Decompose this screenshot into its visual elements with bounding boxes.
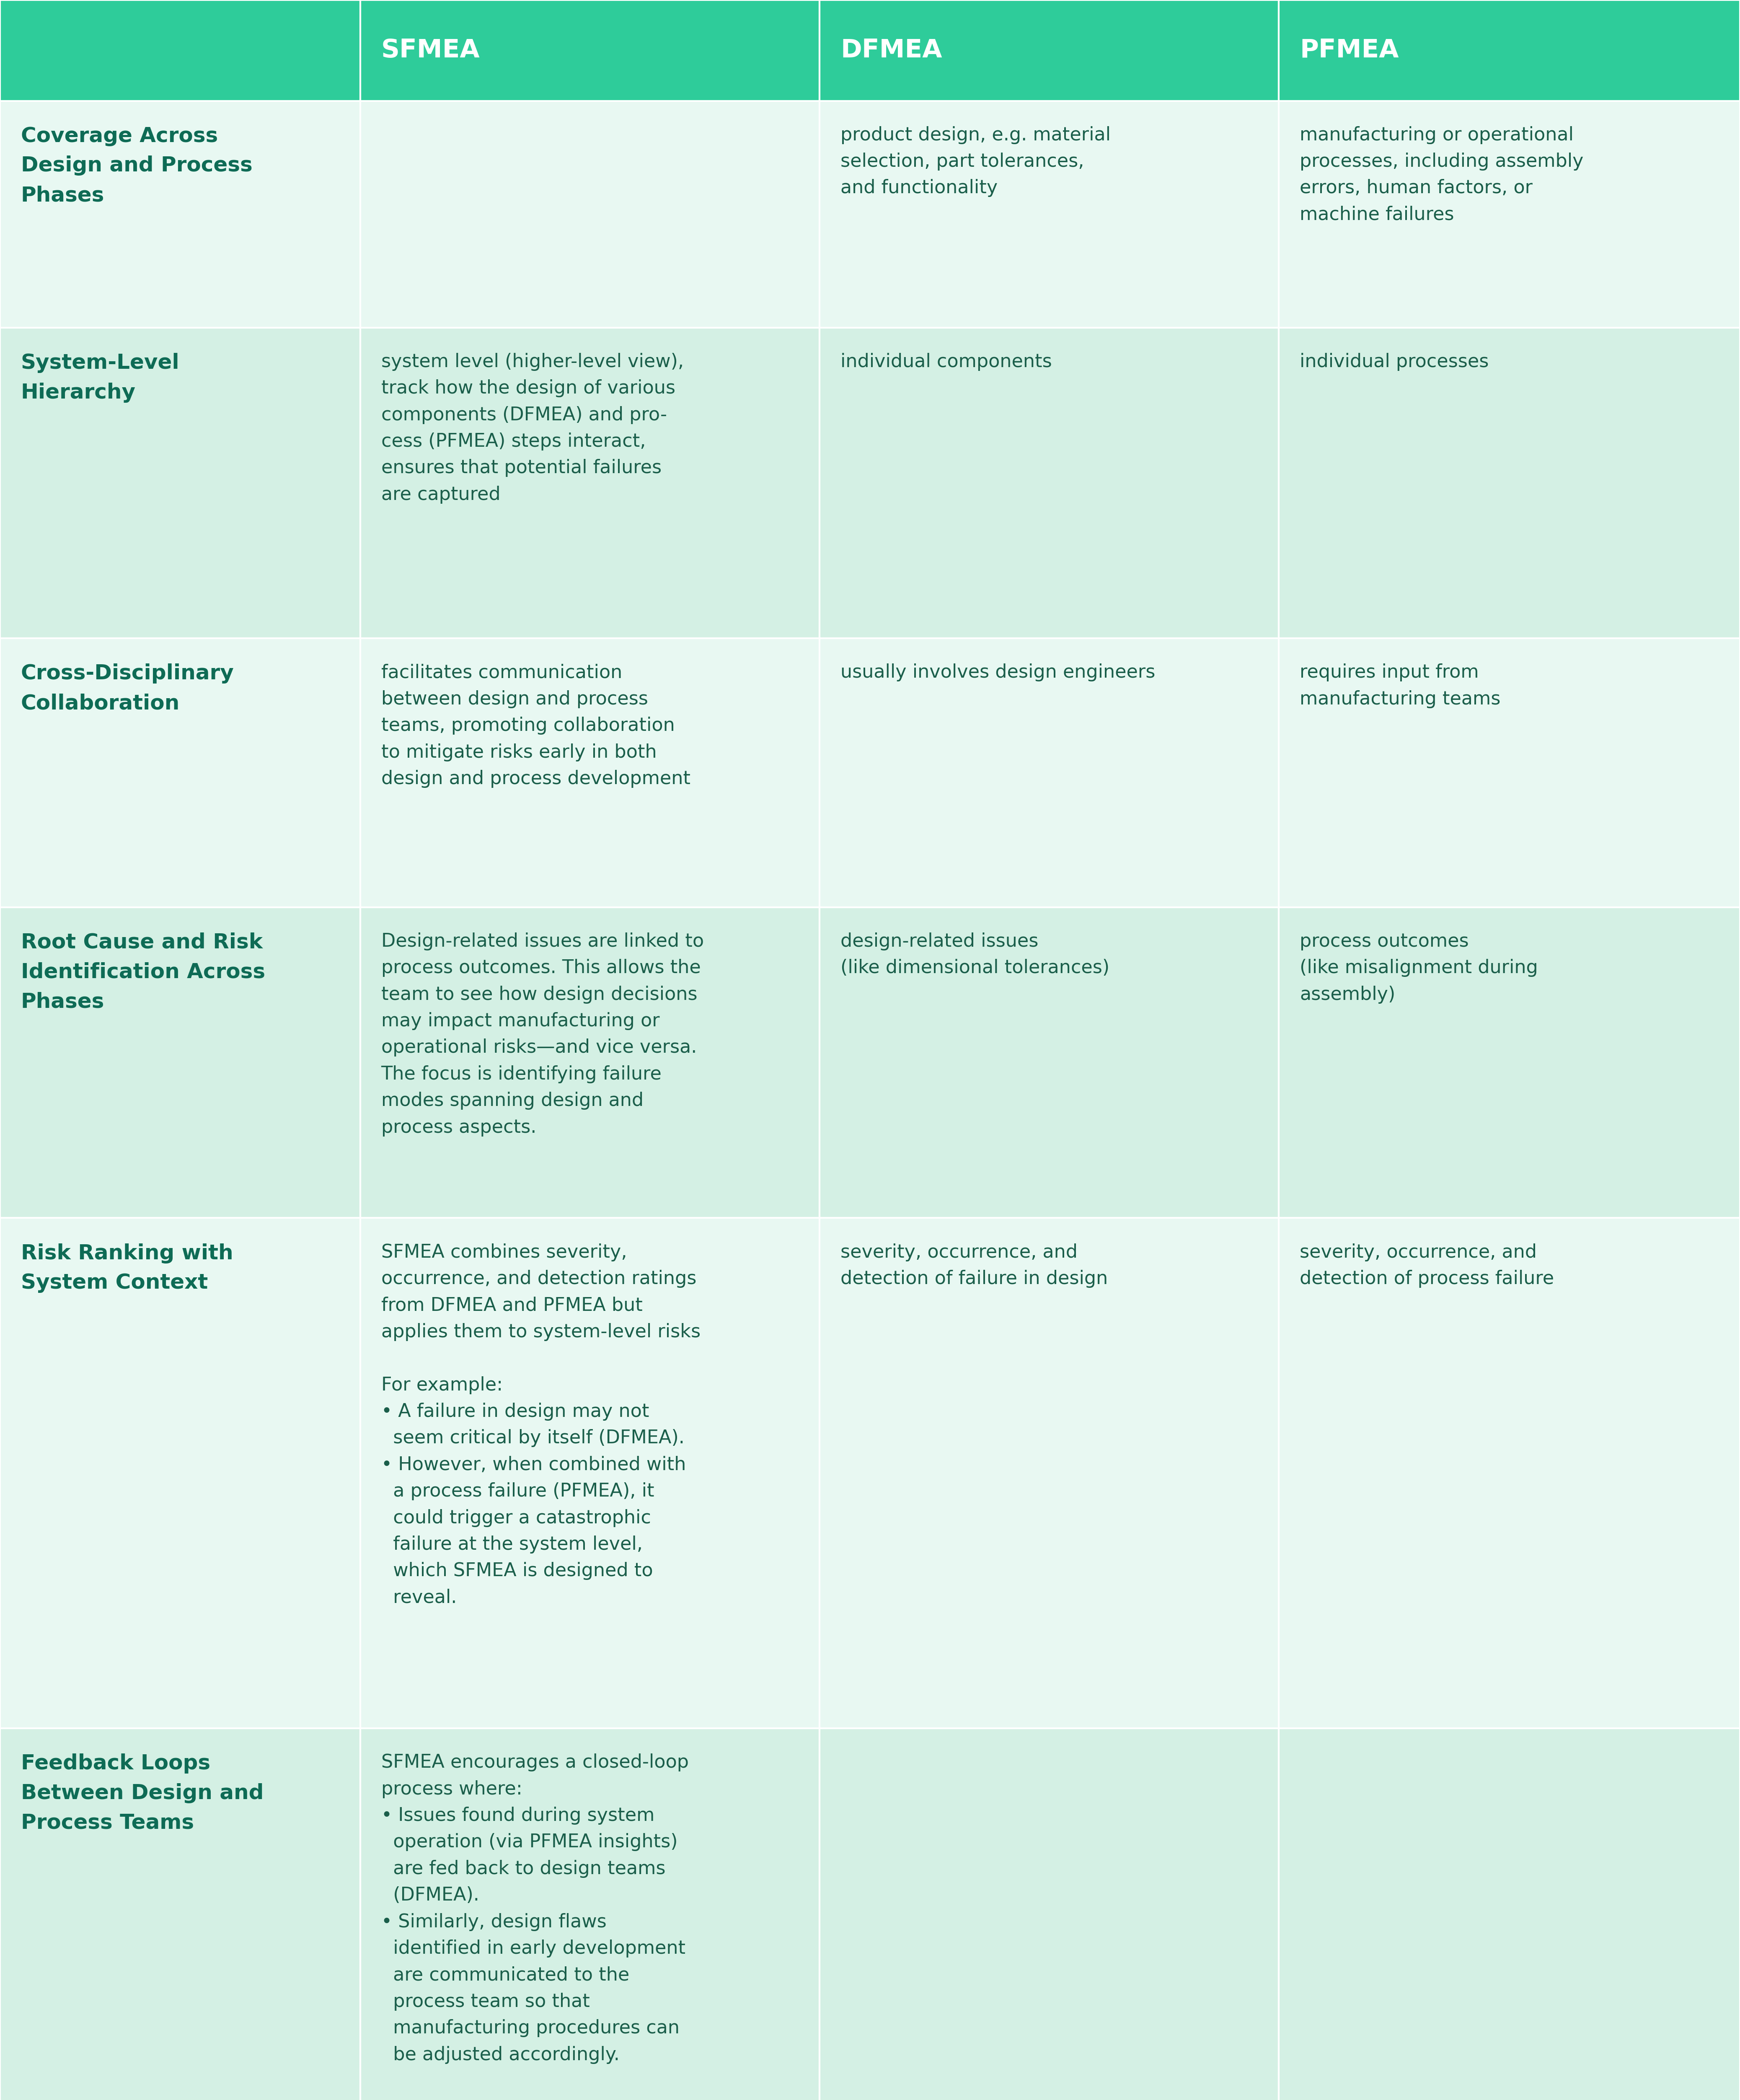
Text: DFMEA: DFMEA [840, 38, 941, 63]
Bar [1279, 638, 1740, 907]
Bar [0, 1218, 360, 1728]
Bar [820, 1218, 1279, 1728]
Bar [360, 328, 820, 638]
Bar [1279, 1728, 1740, 2100]
Text: process outcomes
(like misalignment during
assembly): process outcomes (like misalignment duri… [1300, 932, 1538, 1004]
Text: requires input from
manufacturing teams: requires input from manufacturing teams [1300, 664, 1500, 708]
Text: severity, occurrence, and
detection of process failure: severity, occurrence, and detection of p… [1300, 1243, 1554, 1287]
Bar [1279, 1218, 1740, 1728]
Bar [820, 101, 1279, 328]
Text: Feedback Loops
Between Design and
Process Teams: Feedback Loops Between Design and Proces… [21, 1753, 264, 1833]
Bar [1279, 0, 1740, 101]
Text: Design-related issues are linked to
process outcomes. This allows the
team to se: Design-related issues are linked to proc… [381, 932, 703, 1136]
Bar [0, 1728, 360, 2100]
Bar [0, 0, 360, 101]
Text: usually involves design engineers: usually involves design engineers [840, 664, 1155, 682]
Text: Coverage Across
Design and Process
Phases: Coverage Across Design and Process Phase… [21, 126, 252, 206]
Text: facilitates communication
between design and process
teams, promoting collaborat: facilitates communication between design… [381, 664, 691, 788]
Bar [0, 638, 360, 907]
Text: product design, e.g. material
selection, part tolerances,
and functionality: product design, e.g. material selection,… [840, 126, 1110, 197]
Text: individual processes: individual processes [1300, 353, 1489, 372]
Bar [820, 907, 1279, 1218]
Text: SFMEA combines severity,
occurrence, and detection ratings
from DFMEA and PFMEA : SFMEA combines severity, occurrence, and… [381, 1243, 701, 1606]
Bar [0, 328, 360, 638]
Bar [820, 1728, 1279, 2100]
Text: individual components: individual components [840, 353, 1053, 372]
Text: SFMEA: SFMEA [381, 38, 480, 63]
Bar [1279, 328, 1740, 638]
Text: design-related issues
(like dimensional tolerances): design-related issues (like dimensional … [840, 932, 1110, 977]
Bar [1279, 101, 1740, 328]
Bar [820, 0, 1279, 101]
Bar [360, 1728, 820, 2100]
Bar [1279, 907, 1740, 1218]
Text: PFMEA: PFMEA [1300, 38, 1399, 63]
Text: SFMEA encourages a closed-loop
process where:
• Issues found during system
  ope: SFMEA encourages a closed-loop process w… [381, 1753, 689, 2064]
Bar [360, 907, 820, 1218]
Bar [360, 0, 820, 101]
Text: Risk Ranking with
System Context: Risk Ranking with System Context [21, 1243, 233, 1294]
Bar [0, 101, 360, 328]
Bar [0, 907, 360, 1218]
Bar [360, 638, 820, 907]
Bar [360, 101, 820, 328]
Text: System-Level
Hierarchy: System-Level Hierarchy [21, 353, 179, 403]
Text: system level (higher-level view),
track how the design of various
components (DF: system level (higher-level view), track … [381, 353, 684, 504]
Bar [820, 638, 1279, 907]
Text: Cross-Disciplinary
Collaboration: Cross-Disciplinary Collaboration [21, 664, 235, 714]
Bar [820, 328, 1279, 638]
Text: severity, occurrence, and
detection of failure in design: severity, occurrence, and detection of f… [840, 1243, 1108, 1287]
Text: Root Cause and Risk
Identification Across
Phases: Root Cause and Risk Identification Acros… [21, 932, 264, 1012]
Bar [360, 1218, 820, 1728]
Text: manufacturing or operational
processes, including assembly
errors, human factors: manufacturing or operational processes, … [1300, 126, 1583, 225]
